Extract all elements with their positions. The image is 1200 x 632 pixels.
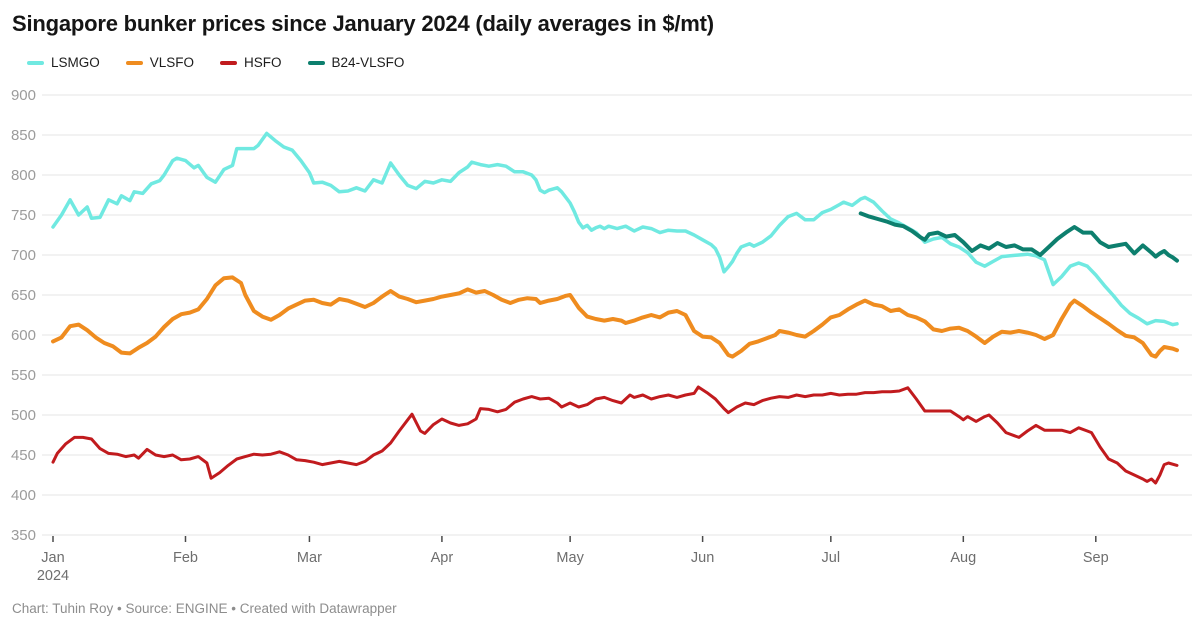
- legend: LSMGO VLSFO HSFO B24-VLSFO: [27, 55, 404, 70]
- y-axis-label: 800: [11, 167, 36, 184]
- vlsfo-line-swatch-icon: [125, 60, 143, 65]
- y-axis-label: 500: [11, 407, 36, 424]
- y-axis-label: 600: [11, 327, 36, 344]
- legend-item-lsmgo: LSMGO: [27, 55, 100, 70]
- x-axis-label: May: [556, 550, 584, 566]
- legend-item-hsfo: HSFO: [220, 55, 282, 70]
- y-axis-label: 750: [11, 207, 36, 224]
- y-axis-label: 400: [11, 487, 36, 504]
- x-axis-label: Feb: [173, 550, 198, 566]
- x-axis-label: Jul: [822, 550, 841, 566]
- x-axis-label: Apr: [431, 550, 454, 566]
- y-axis-label: 550: [11, 367, 36, 384]
- x-axis-label: Jun: [691, 550, 714, 566]
- y-axis-label: 350: [11, 527, 36, 544]
- legend-item-b24-vlsfo: B24-VLSFO: [307, 55, 405, 70]
- b24-vlsfo-line-swatch-icon: [307, 60, 325, 65]
- y-axis-label: 850: [11, 127, 36, 144]
- legend-label-b24-vlsfo: B24-VLSFO: [331, 55, 405, 70]
- legend-label-vlsfo: VLSFO: [149, 55, 195, 70]
- y-axis-label: 700: [11, 247, 36, 264]
- hsfo-line-swatch-icon: [220, 60, 238, 65]
- legend-item-vlsfo: VLSFO: [125, 55, 195, 70]
- legend-label-hsfo: HSFO: [244, 55, 282, 70]
- credit-line: Chart: Tuhin Roy • Source: ENGINE • Crea…: [12, 601, 397, 616]
- series-line-hsfo[interactable]: [51, 385, 1179, 485]
- page-title: Singapore bunker prices since January 20…: [12, 11, 714, 36]
- series-line-b24-vlsfo[interactable]: [858, 211, 1179, 263]
- x-axis-year-label: 2024: [37, 568, 69, 584]
- y-axis-label: 900: [11, 87, 36, 104]
- x-axis-label: Mar: [297, 550, 322, 566]
- legend-label-lsmgo: LSMGO: [51, 55, 100, 70]
- x-axis-label: Aug: [950, 550, 976, 566]
- series-line-vlsfo[interactable]: [51, 275, 1179, 359]
- x-axis-label: Sep: [1083, 550, 1109, 566]
- series-line-lsmgo[interactable]: [51, 131, 1179, 327]
- lsmgo-line-swatch-icon: [27, 60, 44, 65]
- x-axis-label: Jan: [41, 550, 64, 566]
- y-axis-label: 650: [11, 287, 36, 304]
- y-axis-label: 450: [11, 447, 36, 464]
